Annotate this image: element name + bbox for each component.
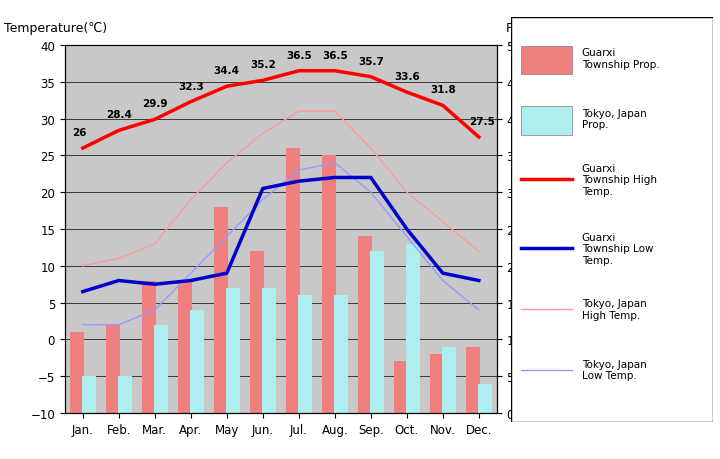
Text: Tokyo, Japan
High Temp.: Tokyo, Japan High Temp. xyxy=(582,298,647,320)
Text: 29.9: 29.9 xyxy=(142,99,168,109)
Bar xyxy=(118,376,132,413)
FancyBboxPatch shape xyxy=(521,107,572,135)
Text: 34.4: 34.4 xyxy=(214,66,240,76)
Text: 26: 26 xyxy=(72,128,86,138)
Bar xyxy=(406,244,420,413)
Text: 33.6: 33.6 xyxy=(394,72,420,82)
Bar xyxy=(70,332,84,413)
Bar xyxy=(478,384,492,413)
Bar xyxy=(178,281,192,413)
Bar xyxy=(298,296,312,413)
Bar xyxy=(466,347,480,413)
Bar xyxy=(370,252,384,413)
Bar xyxy=(430,354,444,413)
Bar xyxy=(286,149,300,413)
Bar xyxy=(226,288,240,413)
Text: 28.4: 28.4 xyxy=(106,110,132,120)
Bar xyxy=(142,281,156,413)
Bar xyxy=(190,310,204,413)
Text: Temperature(℃): Temperature(℃) xyxy=(4,22,107,35)
Text: Guarxi
Township High
Temp.: Guarxi Township High Temp. xyxy=(582,163,657,196)
Bar xyxy=(394,362,408,413)
Text: Guarxi
Township Low
Temp.: Guarxi Township Low Temp. xyxy=(582,232,653,265)
Bar xyxy=(334,296,348,413)
Bar xyxy=(358,237,372,413)
Bar xyxy=(106,325,120,413)
Text: 35.7: 35.7 xyxy=(358,56,384,67)
Bar xyxy=(154,325,168,413)
Text: 36.5: 36.5 xyxy=(322,50,348,61)
Bar xyxy=(214,207,228,413)
Text: 36.5: 36.5 xyxy=(286,50,312,61)
FancyBboxPatch shape xyxy=(521,47,572,75)
Bar xyxy=(250,252,264,413)
Text: Guarxi
Township Prop.: Guarxi Township Prop. xyxy=(582,48,660,69)
Text: 31.8: 31.8 xyxy=(430,85,456,95)
Text: 27.5: 27.5 xyxy=(469,117,495,127)
Bar xyxy=(82,376,96,413)
Bar xyxy=(262,288,276,413)
Bar xyxy=(322,156,336,413)
Bar xyxy=(442,347,456,413)
Text: 32.3: 32.3 xyxy=(178,81,204,91)
Text: Precipitation（mm）: Precipitation（mm） xyxy=(505,22,623,35)
Text: Tokyo, Japan
Prop.: Tokyo, Japan Prop. xyxy=(582,109,647,130)
Text: Tokyo, Japan
Low Temp.: Tokyo, Japan Low Temp. xyxy=(582,359,647,381)
Text: 35.2: 35.2 xyxy=(250,60,276,70)
